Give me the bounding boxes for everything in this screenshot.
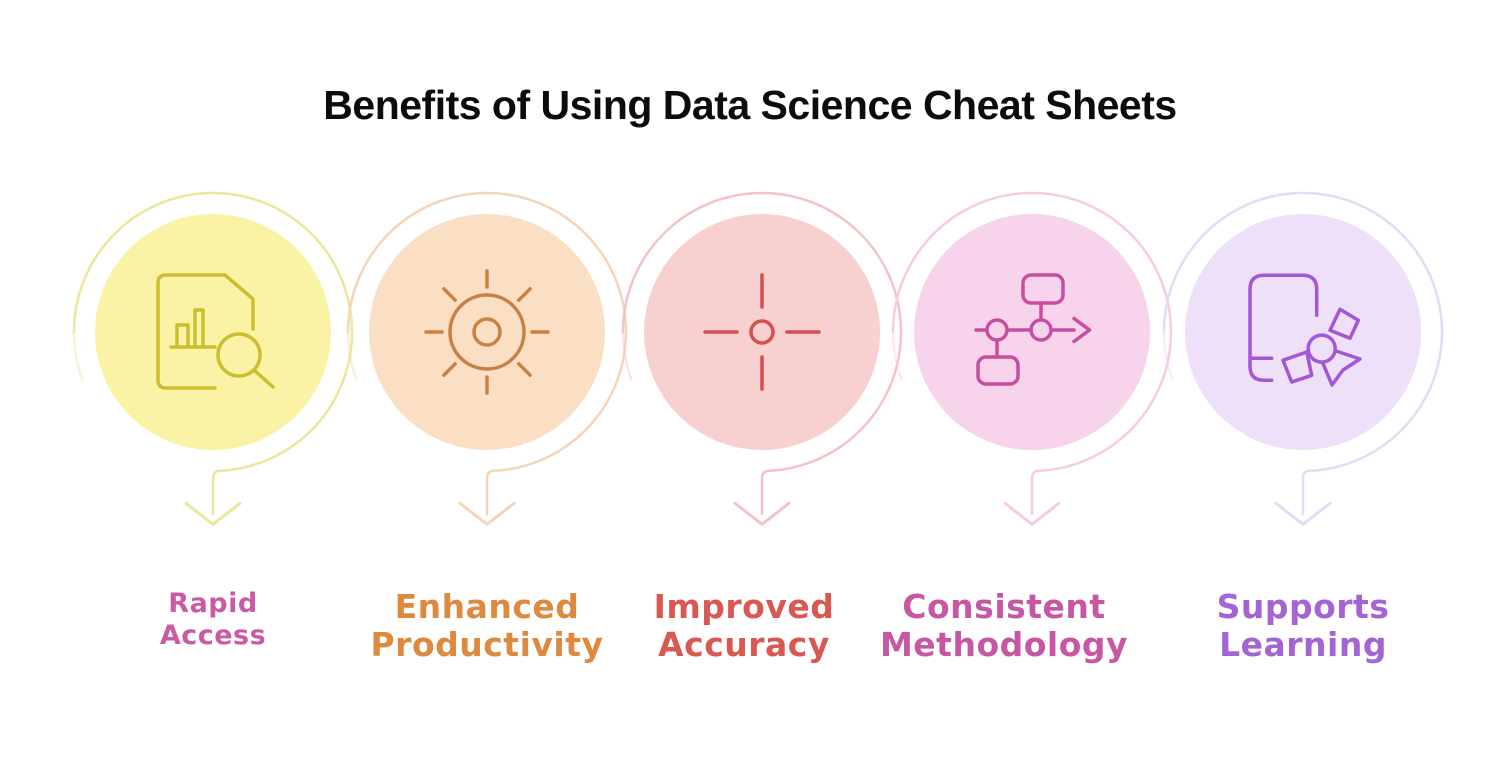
benefit-label: Enhanced Productivity — [370, 587, 604, 664]
down-arrow-icon — [1003, 501, 1061, 526]
benefit-label: Supports Learning — [1216, 587, 1390, 664]
down-arrow-icon — [458, 501, 516, 526]
ring-arrow-connector — [1162, 191, 1444, 526]
benefit-circle — [644, 214, 880, 450]
document-search-icon — [156, 273, 275, 390]
sun-gear-icon — [424, 269, 550, 395]
flowchart-icon — [974, 273, 1092, 386]
down-arrow-icon — [1274, 501, 1332, 526]
benefit-item-rapid-access: Rapid Access — [68, 187, 358, 687]
benefit-circle — [95, 214, 331, 450]
benefit-item-improved-accuracy: Improved Accuracy — [617, 187, 907, 687]
benefit-item-supports-learning: Supports Learning — [1158, 187, 1448, 687]
certificate-badge-icon — [1248, 273, 1362, 387]
down-arrow-icon — [184, 501, 242, 526]
down-arrow-icon — [733, 501, 791, 526]
page-title: Benefits of Using Data Science Cheat She… — [323, 82, 1177, 128]
ring-arrow-connector — [891, 191, 1173, 526]
benefit-label: Consistent Methodology — [879, 587, 1129, 664]
benefit-circle — [1185, 214, 1421, 450]
crosshair-target-icon — [703, 273, 821, 391]
benefit-label: Improved Accuracy — [653, 587, 835, 664]
benefit-label: Rapid Access — [159, 588, 267, 652]
ring-arrow-connector — [621, 191, 903, 526]
benefit-circle — [369, 214, 605, 450]
ring-arrow-connector — [72, 191, 354, 526]
benefit-item-enhanced-productivity: Enhanced Productivity — [342, 187, 632, 687]
ring-arrow-connector — [346, 191, 628, 526]
benefit-item-consistent-methodology: Consistent Methodology — [880, 187, 1177, 687]
